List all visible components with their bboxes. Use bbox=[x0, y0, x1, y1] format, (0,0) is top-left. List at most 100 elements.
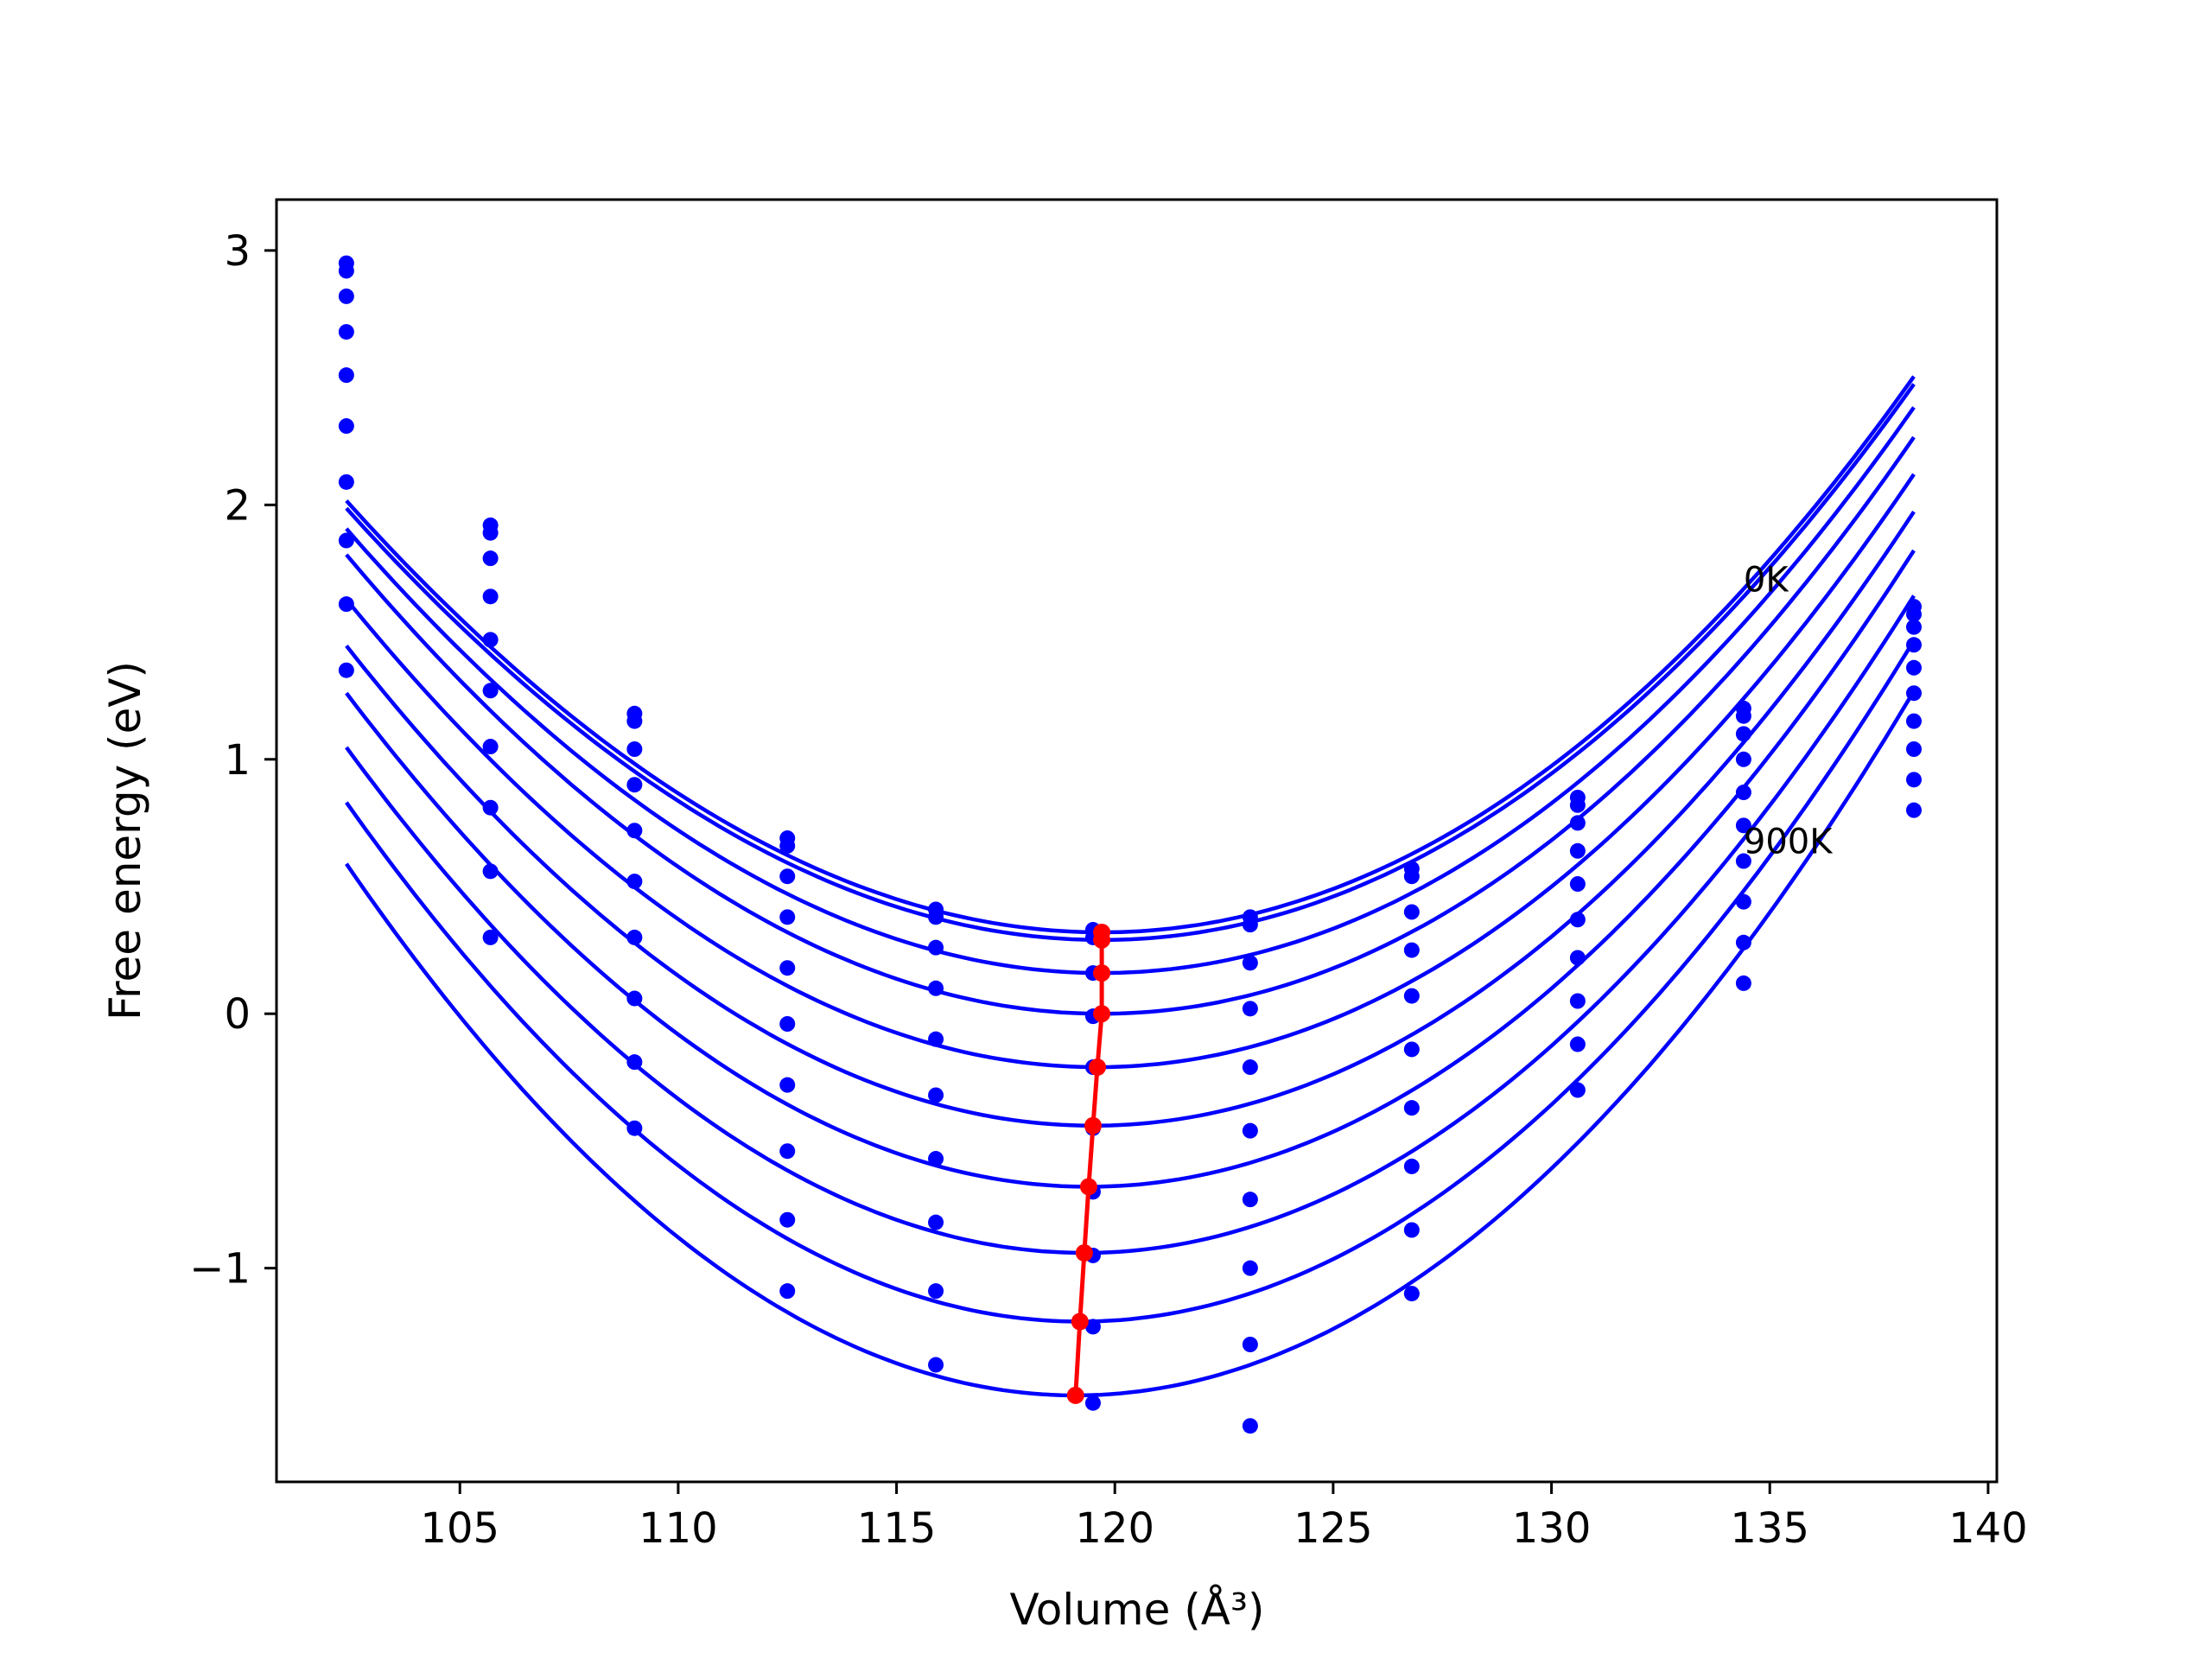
data-point bbox=[1403, 1041, 1420, 1058]
y-axis-ticks: −1 0 1 2 3 bbox=[189, 227, 276, 1294]
data-point bbox=[626, 777, 643, 793]
data-point bbox=[928, 939, 944, 956]
y-axis-label: Free energy (eV) bbox=[100, 661, 150, 1020]
data-point bbox=[928, 909, 944, 925]
minimum-trace-line bbox=[1073, 932, 1104, 1396]
data-point bbox=[1735, 726, 1751, 742]
y-tick-label: 3 bbox=[224, 227, 251, 276]
data-point bbox=[482, 863, 499, 880]
minimum-point bbox=[1093, 1005, 1111, 1023]
data-point bbox=[1569, 815, 1586, 831]
x-axis-ticks: 105 110 115 120 125 130 135 140 bbox=[420, 1482, 2028, 1553]
fit-curve bbox=[345, 511, 1916, 1128]
x-tick-label: 120 bbox=[1075, 1504, 1154, 1553]
data-point bbox=[626, 1054, 643, 1071]
sample-points bbox=[338, 255, 1922, 1434]
y-tick-label: 0 bbox=[224, 990, 251, 1039]
data-point bbox=[1905, 637, 1922, 653]
data-point bbox=[928, 1151, 944, 1167]
data-point bbox=[1905, 606, 1922, 622]
data-point bbox=[338, 418, 354, 435]
data-point bbox=[1735, 708, 1751, 724]
data-point bbox=[1569, 876, 1586, 893]
data-point bbox=[1242, 1122, 1258, 1139]
y-tick-label: 2 bbox=[224, 481, 251, 530]
y-tick-label: −1 bbox=[189, 1245, 251, 1294]
x-tick-label: 125 bbox=[1294, 1504, 1373, 1553]
data-point bbox=[482, 799, 499, 816]
data-point bbox=[779, 1016, 796, 1032]
data-point bbox=[1403, 904, 1420, 920]
x-axis-label: Volume (Å³) bbox=[1009, 1585, 1264, 1635]
y-tick-label: 1 bbox=[224, 736, 251, 785]
data-point bbox=[1242, 1192, 1258, 1208]
fit-curve bbox=[345, 383, 1916, 943]
data-point bbox=[1735, 751, 1751, 767]
data-point bbox=[626, 823, 643, 839]
data-point bbox=[1569, 1082, 1586, 1098]
data-point bbox=[779, 1143, 796, 1160]
minimum-point bbox=[1093, 931, 1111, 949]
data-point bbox=[928, 1087, 944, 1103]
annotation-label: 0K bbox=[1744, 560, 1789, 600]
data-point bbox=[779, 837, 796, 854]
data-point bbox=[1403, 942, 1420, 958]
data-point bbox=[1735, 893, 1751, 910]
data-point bbox=[928, 1031, 944, 1047]
minimum-point bbox=[1071, 1313, 1089, 1331]
data-point bbox=[482, 683, 499, 699]
plot-frame bbox=[275, 198, 1999, 1484]
data-point bbox=[1569, 842, 1586, 859]
data-point bbox=[1403, 1286, 1420, 1302]
x-tick-label: 115 bbox=[857, 1504, 937, 1553]
data-point bbox=[1905, 772, 1922, 788]
fit-curve bbox=[345, 375, 1916, 935]
data-point bbox=[928, 1214, 944, 1230]
data-point bbox=[626, 929, 643, 945]
data-point bbox=[626, 874, 643, 890]
minimum-point bbox=[1089, 1058, 1107, 1077]
fit-curve bbox=[345, 406, 1916, 976]
annotations: 0K 900K bbox=[1744, 560, 1834, 861]
data-point bbox=[779, 868, 796, 885]
data-point bbox=[626, 990, 643, 1007]
data-point bbox=[1084, 1395, 1101, 1411]
data-point bbox=[779, 960, 796, 976]
x-tick-label: 135 bbox=[1730, 1504, 1809, 1553]
data-point bbox=[928, 1283, 944, 1300]
data-point bbox=[1905, 741, 1922, 757]
minimum-point bbox=[1084, 1116, 1102, 1135]
data-point bbox=[482, 524, 499, 541]
fit-curve bbox=[345, 690, 1916, 1398]
data-point bbox=[482, 588, 499, 605]
data-point bbox=[338, 288, 354, 304]
data-point bbox=[338, 662, 354, 678]
data-point bbox=[1569, 797, 1586, 813]
minimum-point bbox=[1093, 964, 1111, 982]
data-point bbox=[338, 596, 354, 613]
fitted-curves bbox=[345, 375, 1916, 1398]
data-point bbox=[1403, 988, 1420, 1004]
minimum-point bbox=[1075, 1244, 1093, 1262]
data-point bbox=[1905, 619, 1922, 635]
data-point bbox=[928, 980, 944, 996]
data-point bbox=[626, 741, 643, 757]
data-point bbox=[1569, 993, 1586, 1009]
minimum-line bbox=[1066, 924, 1111, 1404]
data-point bbox=[1403, 1100, 1420, 1116]
data-point bbox=[1569, 912, 1586, 928]
data-point bbox=[1242, 1059, 1258, 1076]
data-point bbox=[482, 632, 499, 648]
data-point bbox=[1242, 917, 1258, 933]
data-point bbox=[1905, 685, 1922, 702]
data-point bbox=[1735, 785, 1751, 801]
fit-curve bbox=[345, 594, 1916, 1255]
data-point bbox=[1403, 1222, 1420, 1238]
data-point bbox=[779, 1211, 796, 1228]
fit-curve bbox=[345, 549, 1916, 1189]
data-point bbox=[338, 532, 354, 549]
data-point bbox=[779, 1283, 796, 1300]
data-point bbox=[1242, 955, 1258, 971]
data-point bbox=[338, 474, 354, 490]
data-point bbox=[1569, 1036, 1586, 1052]
